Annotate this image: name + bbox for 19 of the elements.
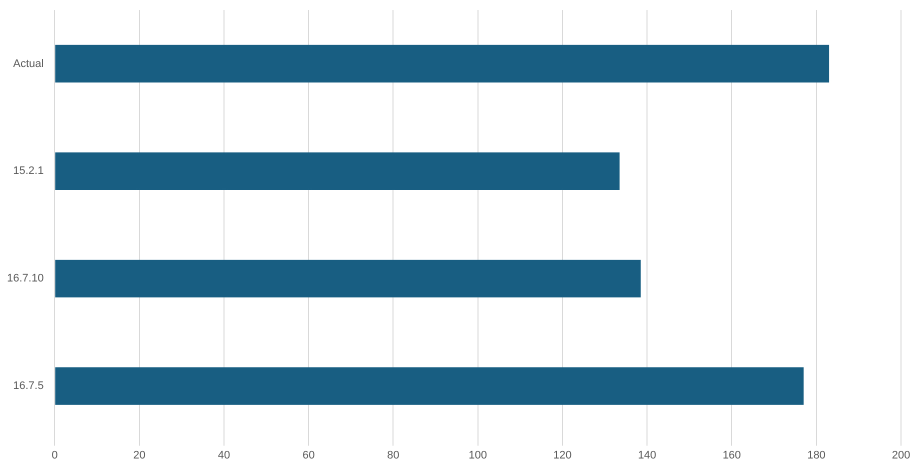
bar [55, 367, 804, 405]
x-tick-label: 100 [468, 449, 488, 462]
y-tick-label: 16.7.10 [7, 272, 44, 285]
x-tick-label: 120 [553, 449, 572, 462]
x-tick-label: 40 [218, 449, 230, 462]
y-tick-label: 15.2.1 [13, 165, 44, 178]
bar [55, 260, 641, 298]
y-tick-label: 16.7.5 [13, 380, 44, 392]
x-tick-label: 0 [52, 449, 58, 462]
x-tick-label: 80 [387, 449, 400, 462]
x-tick-label: 60 [302, 449, 315, 462]
x-tick-label: 180 [807, 449, 826, 462]
x-tick-label: 140 [638, 449, 656, 462]
y-tick-label: Actual [13, 58, 44, 70]
x-tick-label: 20 [133, 449, 146, 462]
x-tick-label: 160 [722, 449, 741, 462]
bar [55, 152, 620, 190]
x-tick-label: 200 [892, 449, 910, 462]
bar [55, 44, 830, 83]
